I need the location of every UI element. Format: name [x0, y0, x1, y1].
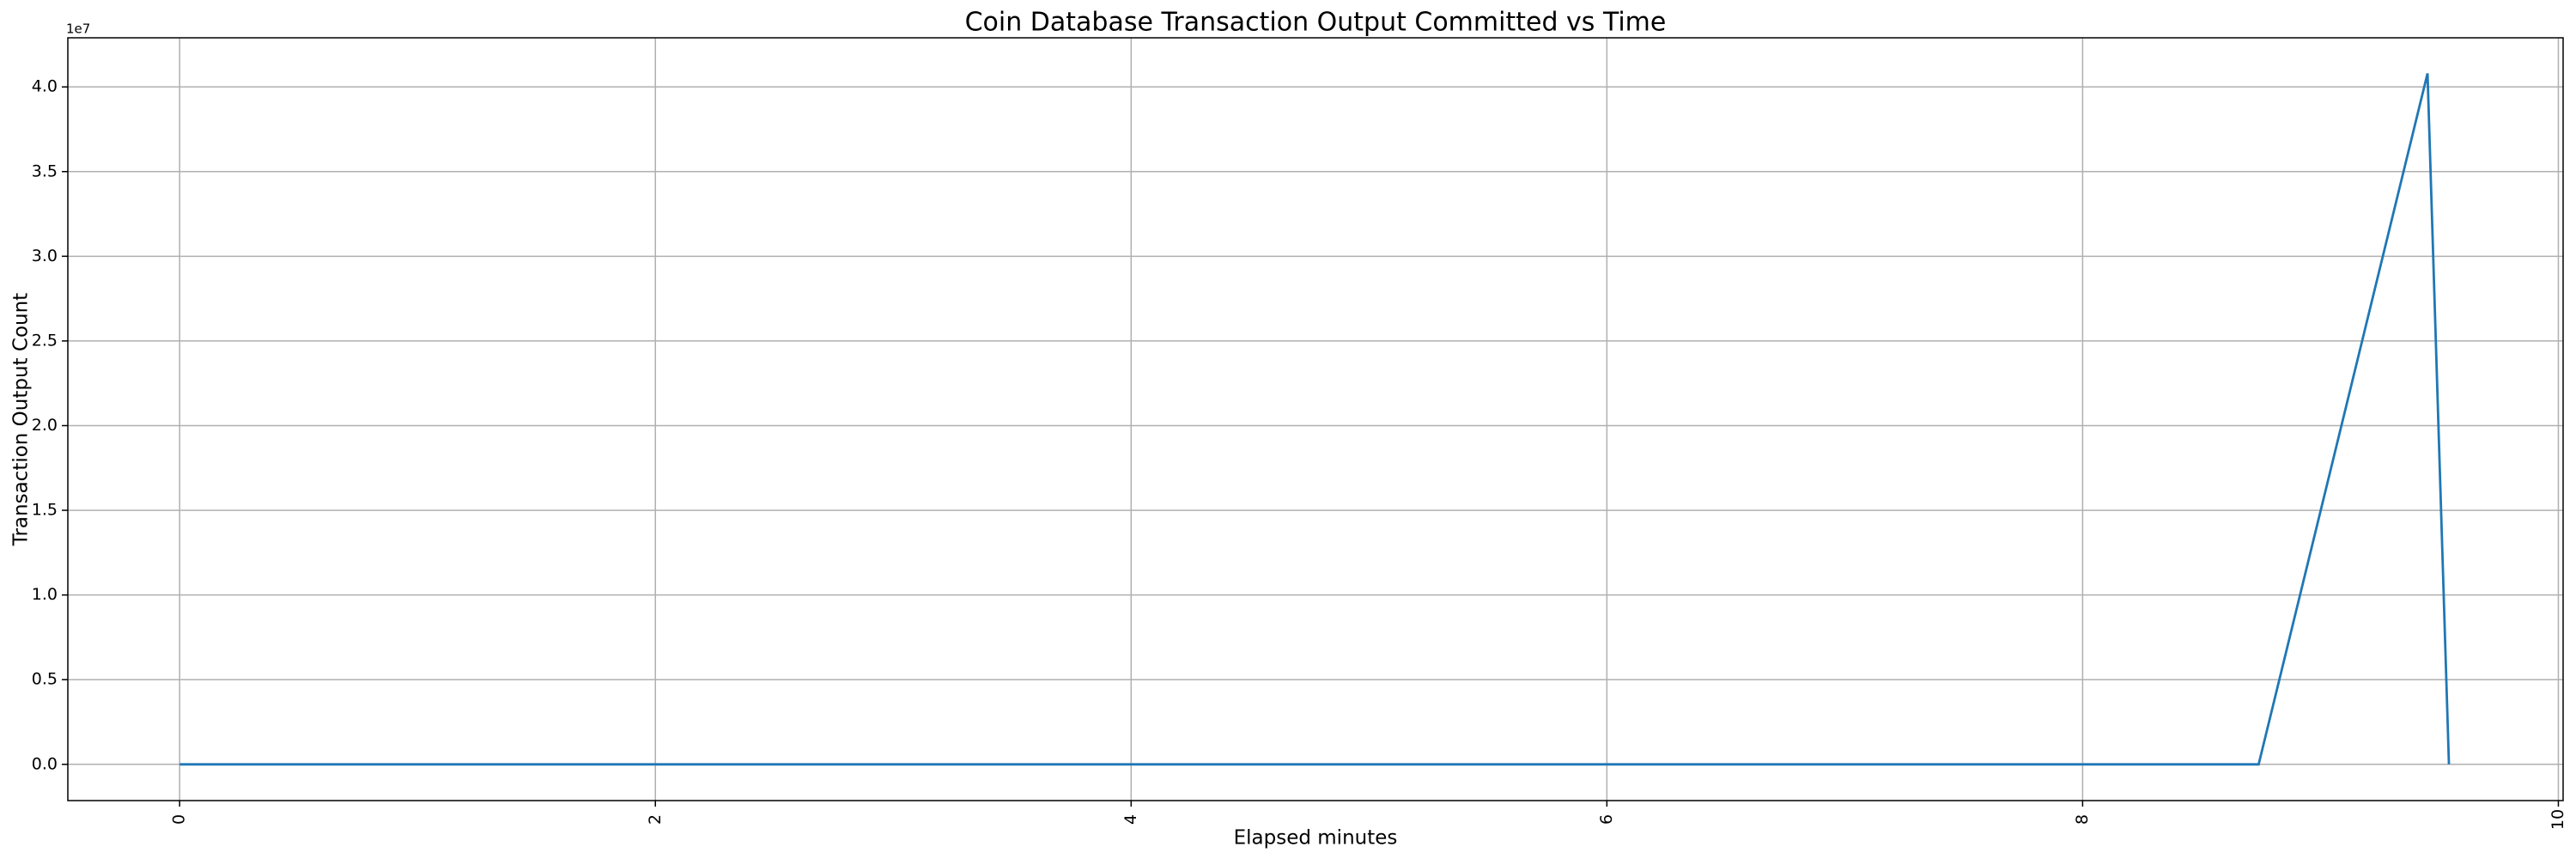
x-tick-label: 2	[646, 814, 665, 825]
y-tick-label: 0.5	[32, 670, 58, 689]
y-tick-label: 2.5	[32, 331, 58, 350]
data-line	[179, 73, 2451, 766]
plot-frame	[67, 37, 2564, 801]
y-offset-label: 1e7	[66, 21, 90, 37]
y-tick-label: 0.0	[32, 754, 58, 773]
x-tick-label: 8	[2073, 814, 2092, 825]
y-tick-label: 1.5	[32, 501, 58, 520]
y-tick-label: 1.0	[32, 585, 58, 604]
x-axis-label: Elapsed minutes	[1234, 827, 1398, 850]
y-tick-label: 3.0	[32, 247, 58, 265]
y-tick-label: 4.0	[32, 77, 58, 96]
y-tick-label: 2.0	[32, 416, 58, 435]
x-tick-label: 10	[2549, 809, 2567, 830]
x-tick-label: 6	[1597, 814, 1616, 825]
chart-title: Coin Database Transaction Output Committ…	[965, 8, 1667, 38]
x-tick-label: 4	[1121, 814, 1140, 825]
y-axis-label: Transaction Output Count	[10, 293, 33, 546]
x-tick-label: 0	[170, 814, 189, 825]
y-tick-label: 3.5	[32, 161, 58, 180]
